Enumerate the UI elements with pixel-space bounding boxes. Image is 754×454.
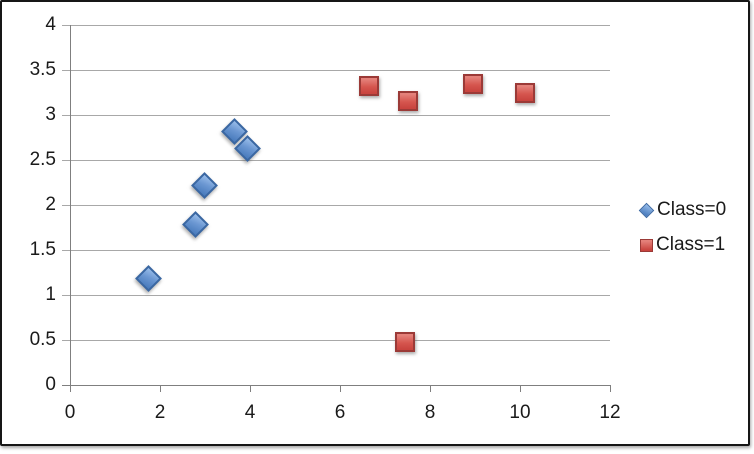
y-tick-label: 3.5 bbox=[29, 59, 56, 80]
y-tick-label: 2 bbox=[45, 194, 56, 215]
x-tick-mark bbox=[70, 385, 71, 392]
class1-square-icon bbox=[640, 238, 653, 252]
data-point-class1[interactable] bbox=[395, 331, 416, 352]
legend-item-class0[interactable]: Class=0 bbox=[638, 199, 727, 221]
y-gridline bbox=[62, 70, 610, 71]
data-point-class1[interactable] bbox=[397, 90, 418, 111]
plot-area: 0 0.5 1 1.5 2 2.5 3 3.5 4 0 2 4 6 8 10 12 bbox=[2, 2, 748, 444]
x-tick-label: 0 bbox=[64, 402, 76, 423]
y-gridline bbox=[62, 340, 610, 341]
x-tick-mark bbox=[610, 385, 611, 392]
x-tick-mark bbox=[340, 385, 341, 392]
data-point-class0[interactable] bbox=[134, 264, 162, 292]
y-tick-label: 1.5 bbox=[29, 239, 56, 260]
legend-label-class0: Class=0 bbox=[657, 199, 727, 220]
y-tick-label: 0.5 bbox=[29, 329, 56, 350]
data-point-class0[interactable] bbox=[191, 172, 218, 200]
y-axis-line bbox=[70, 25, 71, 392]
y-tick-label: 2.5 bbox=[29, 149, 56, 170]
data-point-class1[interactable] bbox=[463, 74, 484, 95]
y-gridline bbox=[62, 295, 610, 296]
y-gridline bbox=[62, 160, 610, 161]
x-tick-mark bbox=[430, 385, 431, 392]
y-tick-label: 0 bbox=[45, 374, 56, 395]
x-tick-label: 6 bbox=[334, 402, 346, 423]
x-tick-mark bbox=[520, 385, 521, 392]
x-tick-label: 4 bbox=[244, 402, 256, 423]
data-point-class1[interactable] bbox=[358, 76, 379, 97]
y-gridline bbox=[62, 250, 610, 251]
x-tick-mark bbox=[250, 385, 251, 392]
x-axis-line bbox=[62, 385, 610, 386]
class0-diamond-icon bbox=[638, 202, 655, 218]
legend-label-class1: Class=1 bbox=[656, 234, 726, 255]
data-point-class1[interactable] bbox=[514, 83, 535, 104]
legend: Class=0 Class=1 bbox=[638, 199, 727, 256]
x-tick-label: 8 bbox=[424, 402, 436, 423]
y-gridline bbox=[62, 205, 610, 206]
y-tick-label: 3 bbox=[45, 104, 56, 125]
data-point-class0[interactable] bbox=[182, 210, 209, 238]
chart-frame: 0 0.5 1 1.5 2 2.5 3 3.5 4 0 2 4 6 8 10 12 Class=0 Class… bbox=[0, 0, 750, 446]
x-tick-mark bbox=[160, 385, 161, 392]
y-gridline bbox=[62, 25, 610, 26]
y-gridline bbox=[62, 115, 610, 116]
x-tick-label: 10 bbox=[509, 402, 531, 423]
y-tick-label: 1 bbox=[45, 284, 56, 305]
legend-item-class1[interactable]: Class=1 bbox=[639, 234, 726, 256]
x-tick-label: 2 bbox=[154, 402, 166, 423]
x-tick-label: 12 bbox=[599, 402, 621, 423]
y-tick-label: 4 bbox=[45, 14, 56, 35]
